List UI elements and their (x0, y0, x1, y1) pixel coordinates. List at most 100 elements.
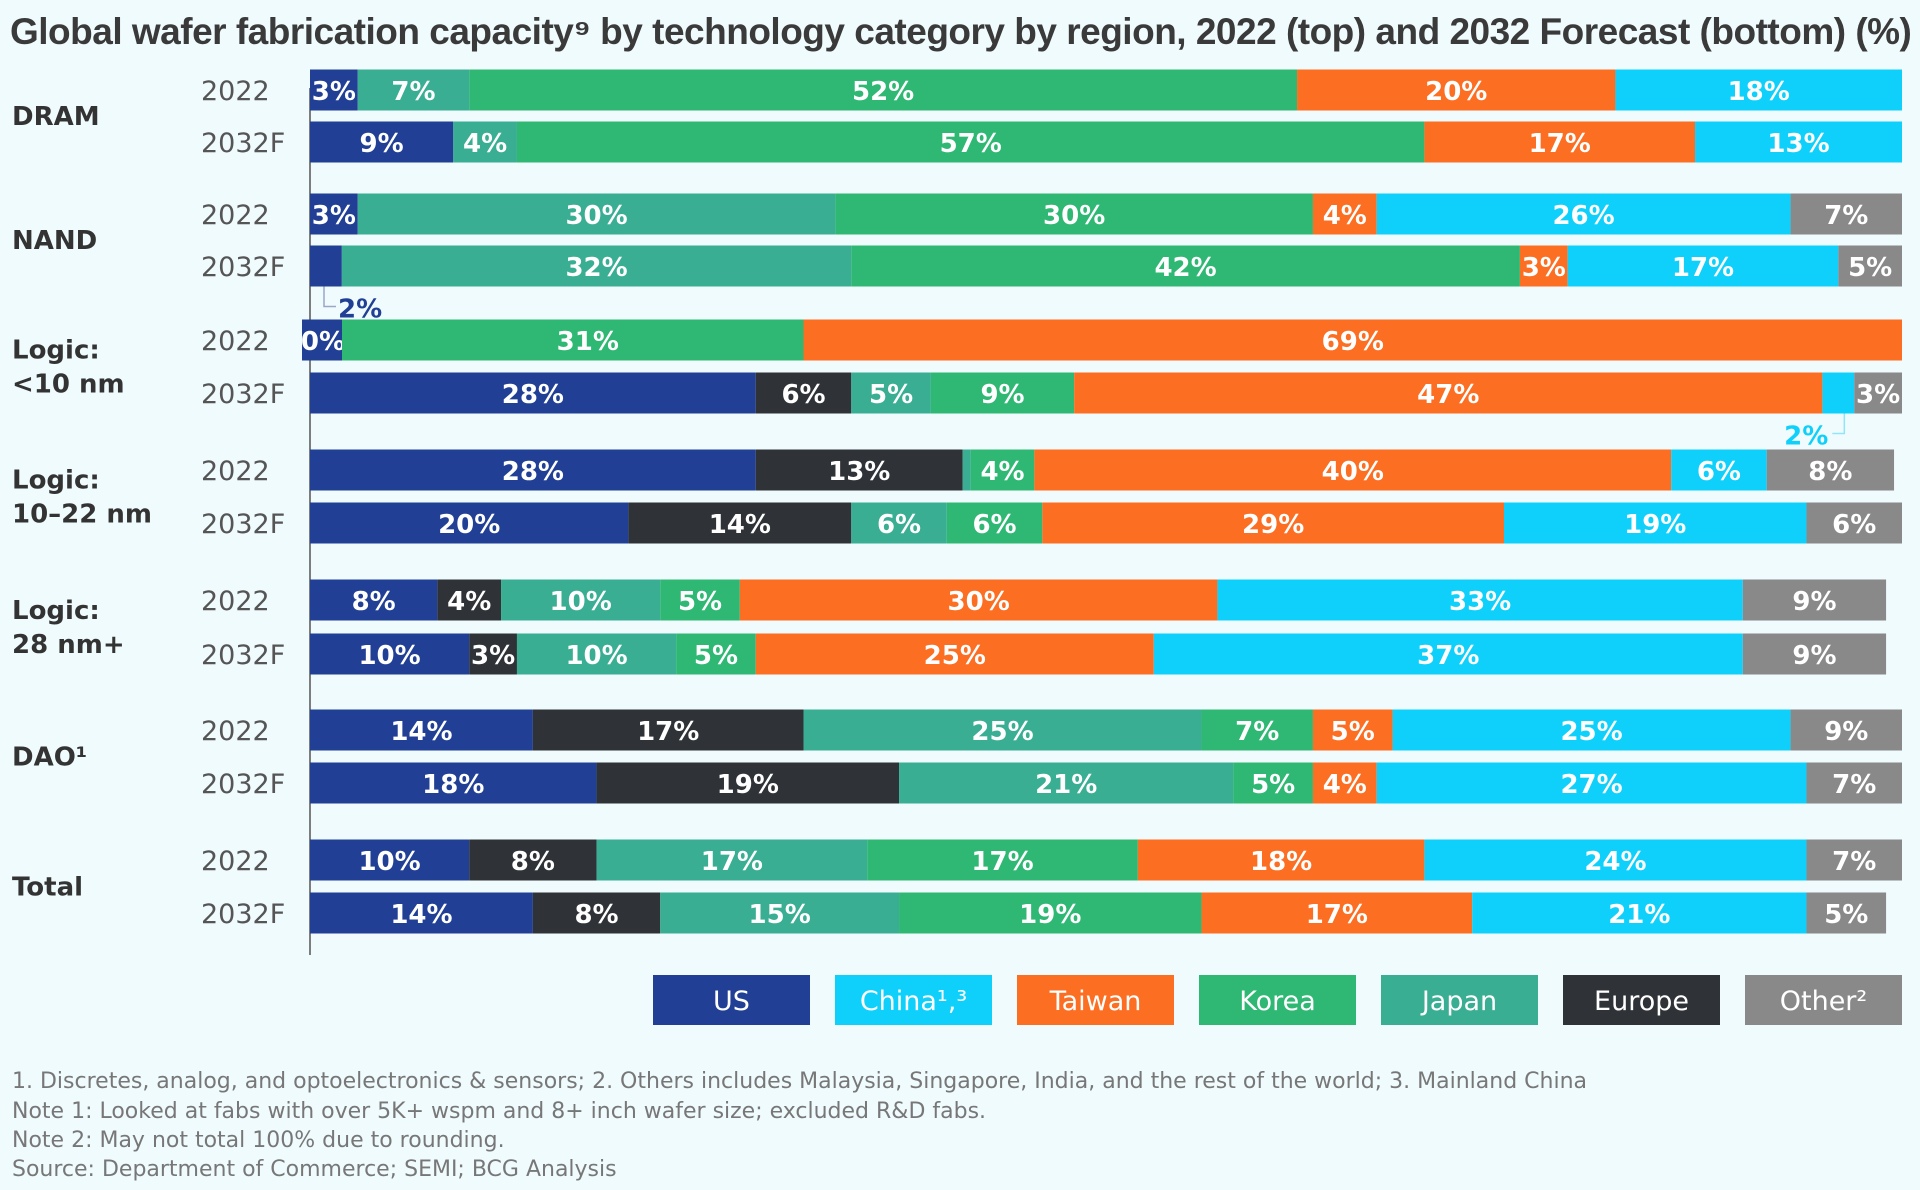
data-label: 52% (852, 77, 914, 107)
bar-segment-taiwan (1312, 709, 1393, 751)
year-label: 2032F (201, 128, 285, 159)
bar-segment-korea (851, 245, 1520, 287)
callout-leader (1832, 413, 1846, 435)
bar-segment-korea (660, 579, 740, 621)
footnotes: 1. Discretes, analog, and optoelectronic… (12, 1069, 1587, 1182)
year-label: 2022 (201, 586, 270, 617)
bar-segment-korea (469, 69, 1298, 111)
bar-segment-korea (516, 121, 1425, 163)
data-label: 3% (1856, 380, 1900, 410)
data-label: 25% (1560, 717, 1622, 747)
year-label: 2032F (201, 769, 285, 800)
data-label: 9% (360, 129, 404, 159)
data-label: 30% (948, 587, 1010, 617)
data-label: 7% (1832, 770, 1876, 800)
bar-segment-taiwan (1297, 69, 1616, 111)
bar-segment-korea (930, 372, 1075, 414)
data-label: 4% (1323, 770, 1367, 800)
legend-label: Korea (1239, 986, 1316, 1017)
year-label: 2032F (201, 252, 285, 283)
group-label: Logic: (12, 336, 100, 366)
data-label: 3% (312, 201, 356, 231)
group-label: Logic: (12, 466, 100, 496)
bar-segment-taiwan (1034, 449, 1672, 491)
data-label: 0% (301, 327, 345, 357)
bar-segment-china (1615, 69, 1902, 111)
legend-label: US (713, 986, 750, 1017)
legend-label: Other² (1780, 986, 1868, 1017)
bar-segment-taiwan (1519, 245, 1568, 287)
legend-swatch-china (835, 975, 992, 1025)
year-label: 2032F (201, 640, 285, 671)
bar-segment-japan (357, 193, 836, 235)
year-label: 2022 (201, 326, 270, 357)
bar-segment-us (310, 709, 533, 751)
bar-segment-korea (899, 892, 1202, 934)
bar-segment-taiwan (1312, 193, 1377, 235)
bar-segment-japan (899, 762, 1234, 804)
data-label: 21% (1608, 900, 1670, 930)
bar-segment-us (310, 839, 470, 881)
year-label: 2022 (201, 76, 270, 107)
data-label: 25% (924, 641, 986, 671)
footnote-1: 1. Discretes, analog, and optoelectronic… (12, 1069, 1587, 1094)
data-label: 17% (1306, 900, 1368, 930)
group-label: DAO¹ (12, 743, 87, 773)
data-label: 13% (1767, 129, 1829, 159)
bar-segment-china (1504, 502, 1807, 544)
data-label: 7% (1235, 717, 1279, 747)
year-label: 2022 (201, 716, 270, 747)
data-label: 18% (1250, 847, 1312, 877)
legend-label: China¹,³ (860, 986, 967, 1017)
bar-segment-taiwan (1424, 121, 1696, 163)
bar-segment-china (1376, 762, 1807, 804)
data-label: 7% (1824, 201, 1868, 231)
bar-segment-china (1424, 839, 1807, 881)
group-label: Total (12, 873, 83, 903)
data-label: 6% (877, 510, 921, 540)
bar-segment-other (1742, 633, 1887, 675)
legend-swatch-korea (1199, 975, 1356, 1025)
bar-segment-other (1806, 892, 1887, 934)
legend-swatch-other (1745, 975, 1902, 1025)
data-label: 5% (678, 587, 722, 617)
bar-segment-korea (1233, 762, 1313, 804)
data-label: 17% (637, 717, 699, 747)
chart-title: Global wafer fabrication capacity⁹ by te… (10, 11, 1911, 52)
data-label: 14% (709, 510, 771, 540)
data-label: 4% (447, 587, 491, 617)
bar-segment-taiwan (739, 579, 1218, 621)
data-label: 19% (717, 770, 779, 800)
bar-segment-japan (962, 449, 971, 491)
data-label: 20% (1425, 77, 1487, 107)
data-label: 10% (565, 641, 627, 671)
bar-segment-taiwan (755, 633, 1154, 675)
bar-segment-europe (469, 839, 597, 881)
data-label: 26% (1552, 201, 1614, 231)
data-label: 33% (1449, 587, 1511, 617)
data-label: 42% (1154, 253, 1216, 283)
data-label: 10% (358, 847, 420, 877)
bar-segment-japan (596, 839, 868, 881)
data-label: 40% (1322, 457, 1384, 487)
data-label: 30% (565, 201, 627, 231)
bar-segment-korea (867, 839, 1138, 881)
data-label: 20% (438, 510, 500, 540)
bar-segment-us (310, 633, 470, 675)
data-label: 8% (1808, 457, 1852, 487)
group-label: NAND (12, 226, 97, 256)
bar-segment-us (310, 502, 629, 544)
bar-segment-us (310, 892, 533, 934)
bar-segment-other (1806, 839, 1902, 881)
year-label: 2032F (201, 509, 285, 540)
data-label: 47% (1417, 380, 1479, 410)
bar-segment-japan (341, 245, 852, 287)
data-label: 7% (391, 77, 435, 107)
bar-segment-taiwan (1201, 892, 1473, 934)
group-label: 28 nm+ (12, 630, 125, 660)
data-label: 3% (1522, 253, 1566, 283)
bar-segment-korea (676, 633, 756, 675)
bar-segment-us (302, 319, 344, 361)
legend-label: Japan (1420, 986, 1497, 1017)
